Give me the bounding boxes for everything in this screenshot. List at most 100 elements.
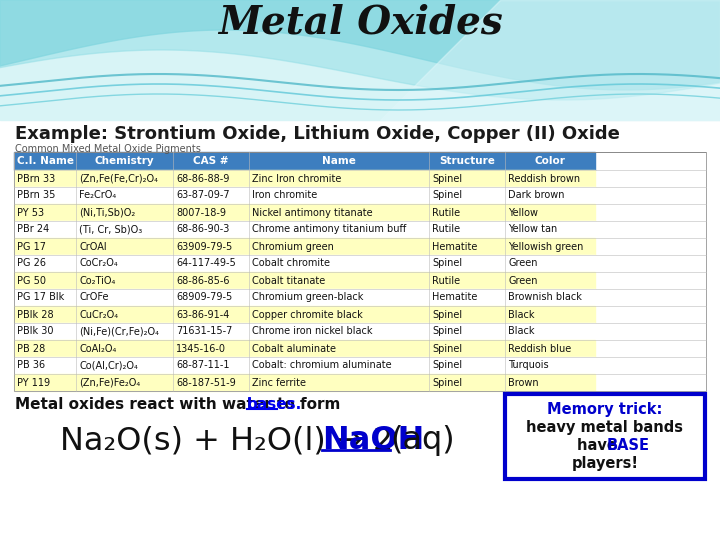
Text: Nickel antimony titanate: Nickel antimony titanate [252,207,373,218]
Text: Yellow: Yellow [508,207,539,218]
Bar [505,374,595,391]
Bar [174,170,249,187]
Text: PBlk 30: PBlk 30 [17,327,53,336]
Bar [505,152,595,170]
Text: have: have [577,438,622,453]
Bar [14,289,76,306]
Text: Zinc Iron chromite: Zinc Iron chromite [252,173,342,184]
Bar [14,272,76,289]
Text: CAS #: CAS # [194,156,229,166]
Text: 68-86-85-6: 68-86-85-6 [176,275,230,286]
Text: PY 119: PY 119 [17,377,50,388]
Bar [76,272,174,289]
Text: 1345-16-0: 1345-16-0 [176,343,226,354]
Bar [174,221,249,238]
Bar [429,374,505,391]
Bar [429,170,505,187]
Bar [249,255,429,272]
Bar [429,187,505,204]
Text: Spinel: Spinel [432,343,462,354]
Bar [505,289,595,306]
Bar [14,357,76,374]
Bar [14,374,76,391]
Bar [249,152,429,170]
Bar [76,221,174,238]
Bar [505,204,595,221]
Bar [505,272,595,289]
Bar [429,323,505,340]
Text: PG 26: PG 26 [17,259,46,268]
Text: Spinel: Spinel [432,327,462,336]
Text: heavy metal bands: heavy metal bands [526,420,683,435]
Text: PBrn 35: PBrn 35 [17,191,55,200]
Text: 64-117-49-5: 64-117-49-5 [176,259,236,268]
Text: 63-86-91-4: 63-86-91-4 [176,309,230,320]
Bar [505,340,595,357]
Polygon shape [380,0,720,120]
Bar [14,170,76,187]
Text: Spinel: Spinel [432,173,462,184]
Bar [14,238,76,255]
Text: CoCr₂O₄: CoCr₂O₄ [79,259,118,268]
Text: C.I. Name: C.I. Name [17,156,73,166]
Bar [429,152,505,170]
Bar [249,187,429,204]
Bar [76,187,174,204]
Bar [174,238,249,255]
Text: Common Mixed Metal Oxide Pigments: Common Mixed Metal Oxide Pigments [15,144,201,154]
Text: Brownish black: Brownish black [508,293,582,302]
Bar [14,255,76,272]
Text: 68909-79-5: 68909-79-5 [176,293,233,302]
Bar [249,272,429,289]
Bar [14,187,76,204]
Text: Rutile: Rutile [432,225,460,234]
Bar [505,238,595,255]
Text: Cobalt chromite: Cobalt chromite [252,259,330,268]
Bar [76,204,174,221]
Text: Rutile: Rutile [432,207,460,218]
Bar [429,221,505,238]
Text: Color: Color [535,156,566,166]
Text: Co(Al,Cr)₂O₄: Co(Al,Cr)₂O₄ [79,361,138,370]
Text: Structure: Structure [439,156,495,166]
Text: (Ni,Fe)(Cr,Fe)₂O₄: (Ni,Fe)(Cr,Fe)₂O₄ [79,327,159,336]
Text: Spinel: Spinel [432,361,462,370]
Bar [14,323,76,340]
Text: 68-86-90-3: 68-86-90-3 [176,225,230,234]
Bar [249,289,429,306]
Text: Spinel: Spinel [432,259,462,268]
Text: Green: Green [508,259,538,268]
Text: Chrome iron nickel black: Chrome iron nickel black [252,327,373,336]
Text: 63909-79-5: 63909-79-5 [176,241,233,252]
Bar [14,152,76,170]
Bar [174,289,249,306]
Text: Dark brown: Dark brown [508,191,564,200]
Bar [249,323,429,340]
Text: CrOFe: CrOFe [79,293,109,302]
Text: 71631-15-7: 71631-15-7 [176,327,233,336]
Bar [505,170,595,187]
Text: NaOH: NaOH [322,425,424,456]
Text: Hematite: Hematite [432,241,477,252]
Text: PG 17: PG 17 [17,241,46,252]
Bar [174,204,249,221]
Text: Fe₂CrO₄: Fe₂CrO₄ [79,191,117,200]
Text: PG 50: PG 50 [17,275,46,286]
Text: Co₂TiO₄: Co₂TiO₄ [79,275,116,286]
Text: Cobalt titanate: Cobalt titanate [252,275,325,286]
Bar [174,323,249,340]
Bar [249,374,429,391]
Text: 63-87-09-7: 63-87-09-7 [176,191,230,200]
Text: Memory trick:: Memory trick: [547,402,662,417]
Text: Yellow tan: Yellow tan [508,225,557,234]
Text: Brown: Brown [508,377,539,388]
Bar [249,204,429,221]
Bar [249,238,429,255]
Text: CuCr₂O₄: CuCr₂O₄ [79,309,118,320]
Text: CrOAl: CrOAl [79,241,107,252]
Bar [249,221,429,238]
Bar [505,306,595,323]
Polygon shape [0,0,720,90]
Text: Example: Strontium Oxide, Lithium Oxide, Copper (II) Oxide: Example: Strontium Oxide, Lithium Oxide,… [15,125,620,143]
Bar [174,340,249,357]
